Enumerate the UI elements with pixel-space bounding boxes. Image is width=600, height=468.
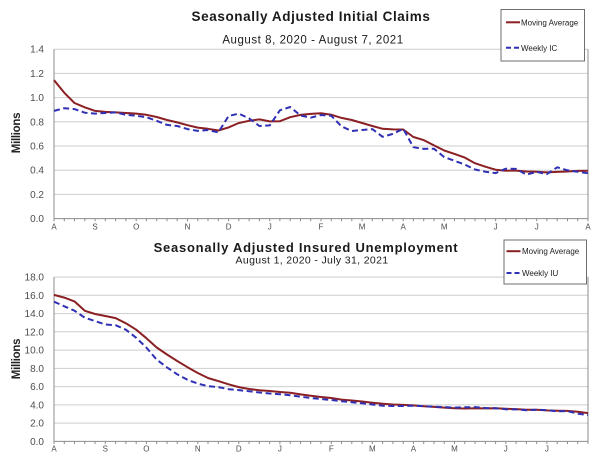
svg-text:J: J: [268, 223, 272, 232]
svg-text:Moving Average: Moving Average: [522, 247, 580, 256]
svg-text:O: O: [143, 445, 149, 454]
svg-text:Seasonally Adjusted Insured Un: Seasonally Adjusted Insured Unemployment: [154, 240, 459, 255]
svg-text:Millions: Millions: [11, 339, 23, 379]
svg-text:0.2: 0.2: [30, 190, 44, 201]
svg-text:N: N: [185, 223, 191, 232]
svg-text:D: D: [236, 445, 242, 454]
svg-text:F: F: [329, 445, 334, 454]
svg-text:0.4: 0.4: [30, 166, 44, 177]
svg-text:O: O: [133, 223, 139, 232]
svg-text:16.0: 16.0: [25, 291, 45, 302]
svg-text:Moving Average: Moving Average: [521, 18, 579, 27]
svg-text:S: S: [103, 445, 108, 454]
svg-text:J: J: [535, 223, 539, 232]
svg-text:A: A: [411, 445, 417, 454]
svg-text:0.0: 0.0: [30, 214, 44, 225]
svg-text:J: J: [278, 445, 282, 454]
svg-text:J: J: [504, 445, 508, 454]
svg-text:Weekly IC: Weekly IC: [521, 44, 558, 53]
svg-text:1.0: 1.0: [30, 93, 44, 104]
svg-text:J: J: [545, 445, 549, 454]
svg-text:A: A: [585, 223, 591, 232]
svg-text:S: S: [92, 223, 97, 232]
svg-text:1.2: 1.2: [30, 69, 44, 80]
svg-text:F: F: [319, 223, 324, 232]
svg-text:8.0: 8.0: [30, 364, 44, 375]
svg-text:M: M: [441, 223, 448, 232]
svg-text:6.0: 6.0: [30, 382, 44, 393]
svg-text:0.8: 0.8: [30, 117, 44, 128]
svg-text:12.0: 12.0: [25, 327, 45, 338]
svg-text:N: N: [195, 445, 201, 454]
svg-text:August 8, 2020 - August 7, 202: August 8, 2020 - August 7, 2021: [222, 35, 403, 47]
svg-text:18.0: 18.0: [25, 273, 45, 284]
svg-text:August 1, 2020 - July 31, 2021: August 1, 2020 - July 31, 2021: [236, 255, 389, 267]
svg-text:M: M: [359, 223, 366, 232]
svg-text:10.0: 10.0: [25, 346, 45, 357]
svg-text:A: A: [51, 223, 57, 232]
svg-text:14.0: 14.0: [25, 309, 45, 320]
svg-text:A: A: [51, 445, 57, 454]
svg-text:0.0: 0.0: [30, 437, 44, 448]
svg-text:Seasonally Adjusted Initial Cl: Seasonally Adjusted Initial Claims: [192, 9, 431, 24]
svg-text:1.4: 1.4: [30, 45, 44, 56]
svg-text:4.0: 4.0: [30, 400, 44, 411]
svg-text:J: J: [494, 223, 498, 232]
svg-text:Weekly IU: Weekly IU: [522, 269, 559, 278]
svg-text:Millions: Millions: [11, 113, 23, 153]
svg-text:A: A: [401, 223, 407, 232]
svg-text:M: M: [369, 445, 376, 454]
svg-text:D: D: [226, 223, 232, 232]
svg-text:M: M: [451, 445, 458, 454]
svg-text:2.0: 2.0: [30, 419, 44, 430]
svg-text:0.6: 0.6: [30, 142, 44, 153]
